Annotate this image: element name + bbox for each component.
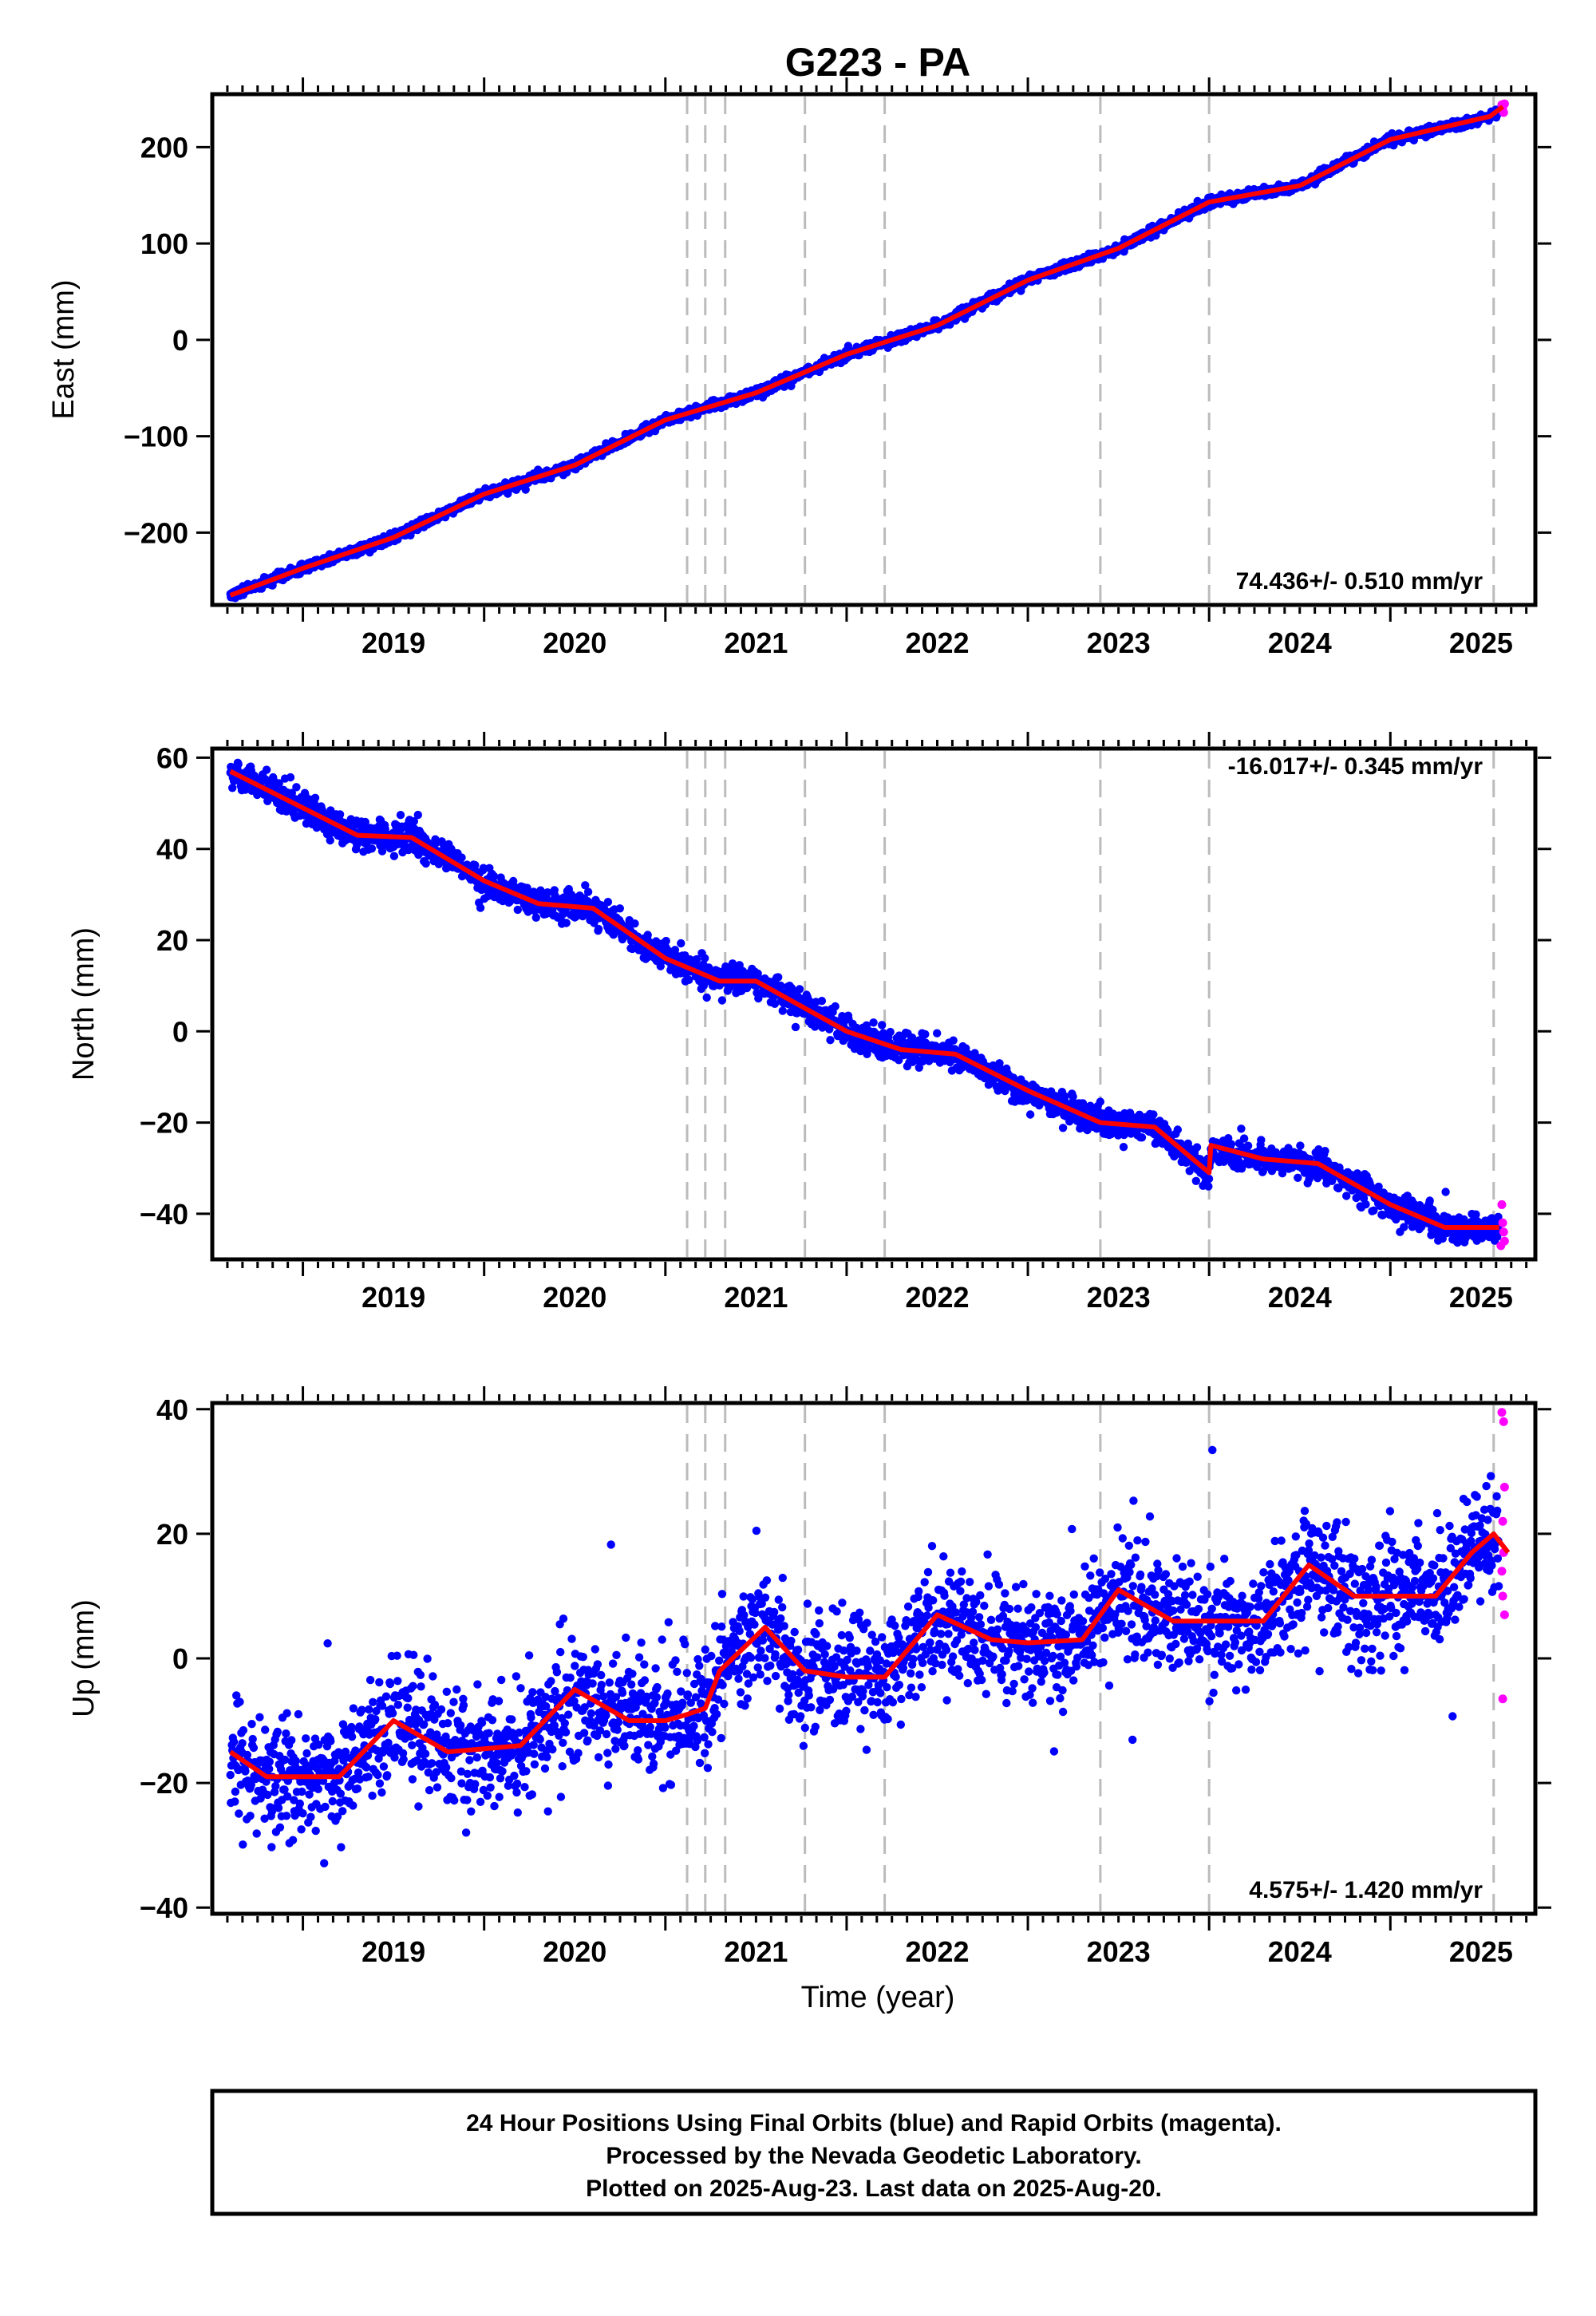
- north-final-point: [1191, 1176, 1201, 1186]
- north-final-point: [1227, 1140, 1236, 1148]
- north-final-point: [717, 996, 727, 1005]
- north-final-point: [778, 1006, 787, 1015]
- north-final-point: [615, 904, 624, 913]
- east-x-tick-label: 2019: [361, 626, 425, 659]
- east-y-tick-label: −200: [124, 516, 188, 549]
- north-final-point: [831, 1002, 839, 1011]
- north-final-point: [1192, 1143, 1202, 1152]
- north-final-point: [476, 903, 485, 912]
- north-final-point: [826, 1036, 835, 1045]
- north-final-point: [1257, 1136, 1266, 1144]
- north-final-point: [234, 760, 243, 769]
- north-final-point: [1243, 1141, 1253, 1150]
- north-final-point: [1173, 1125, 1183, 1134]
- east-y-axis-label: East (mm): [47, 279, 81, 419]
- east-y-tick-label: 0: [172, 324, 188, 357]
- north-final-point: [513, 905, 522, 915]
- north-final-point: [262, 765, 271, 774]
- north-final-point: [389, 852, 399, 860]
- north-final-point: [421, 859, 430, 868]
- north-final-point: [878, 1021, 887, 1030]
- panel-east: 2019 2020 2021 2022 2023 2024 2025 −200 −100 0 100…: [47, 77, 1551, 659]
- north-final-point: [1137, 1133, 1147, 1142]
- east-y-tick-label: 200: [140, 131, 188, 164]
- north-final-point: [292, 783, 301, 792]
- north-final-point: [1237, 1124, 1246, 1133]
- north-final-point: [677, 939, 685, 948]
- north-final-point: [583, 887, 593, 896]
- north-final-point: [228, 784, 237, 792]
- north-final-point: [869, 1018, 878, 1027]
- north-final-point: [1294, 1173, 1302, 1183]
- north-final-point: [949, 1036, 958, 1045]
- chart-title: G223 - PA: [785, 40, 971, 85]
- north-final-point: [562, 919, 571, 927]
- north-final-point: [1149, 1110, 1158, 1119]
- north-final-point: [701, 954, 709, 962]
- east-x-tick-label: 2021: [724, 626, 788, 659]
- east-rate-label: 74.436+/- 0.510 mm/yr: [1236, 568, 1483, 595]
- north-final-point: [662, 936, 670, 946]
- north-final-point: [1119, 1143, 1128, 1152]
- east-x-tick-label: 2023: [1087, 626, 1151, 659]
- north-final-point: [776, 981, 785, 990]
- north-final-point: [921, 1030, 930, 1039]
- north-final-point: [795, 985, 804, 994]
- north-final-point: [326, 836, 334, 845]
- north-final-point: [1204, 1174, 1214, 1184]
- north-final-point: [1025, 1110, 1035, 1119]
- north-final-point: [603, 898, 613, 907]
- north-final-point: [886, 1027, 895, 1037]
- north-final-point: [817, 997, 827, 1006]
- north-final-point: [413, 810, 422, 820]
- east-final-point: [521, 485, 530, 494]
- north-final-point: [457, 853, 466, 862]
- north-final-point: [489, 871, 499, 881]
- north-final-point: [1096, 1097, 1105, 1106]
- north-final-point: [774, 973, 783, 982]
- north-final-point: [1204, 1182, 1213, 1191]
- east-y-tick-label: −100: [124, 421, 188, 453]
- north-final-point: [933, 1029, 942, 1037]
- north-final-point: [1058, 1124, 1068, 1132]
- north-final-point: [791, 1022, 800, 1032]
- east-x-tick-label: 2020: [543, 626, 606, 659]
- north-final-point: [531, 913, 540, 923]
- north-final-point: [367, 844, 377, 853]
- north-final-point: [1321, 1147, 1329, 1156]
- north-final-point: [286, 773, 295, 782]
- north-final-point: [630, 919, 639, 928]
- north-final-point: [702, 993, 711, 1002]
- east-y-tick-label: 100: [140, 227, 188, 260]
- east-x-tick-label: 2022: [905, 626, 969, 659]
- panels: 2019 2020 2021 2022 2023 2024 2025 −200 −100 0 100…: [47, 77, 1551, 1968]
- east-x-tick-label: 2025: [1449, 626, 1513, 659]
- north-final-point: [594, 924, 603, 934]
- east-x-tick-label: 2024: [1268, 626, 1332, 659]
- north-final-point: [1239, 1134, 1249, 1143]
- north-final-point: [1296, 1141, 1305, 1150]
- north-final-point: [310, 793, 320, 802]
- north-final-point: [396, 811, 405, 820]
